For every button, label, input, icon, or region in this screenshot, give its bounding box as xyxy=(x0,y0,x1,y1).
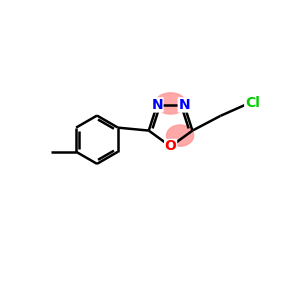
Text: Cl: Cl xyxy=(245,96,260,110)
Ellipse shape xyxy=(155,93,186,114)
Text: O: O xyxy=(165,140,176,154)
Text: N: N xyxy=(151,98,163,112)
Ellipse shape xyxy=(167,125,194,146)
Text: N: N xyxy=(178,98,190,112)
